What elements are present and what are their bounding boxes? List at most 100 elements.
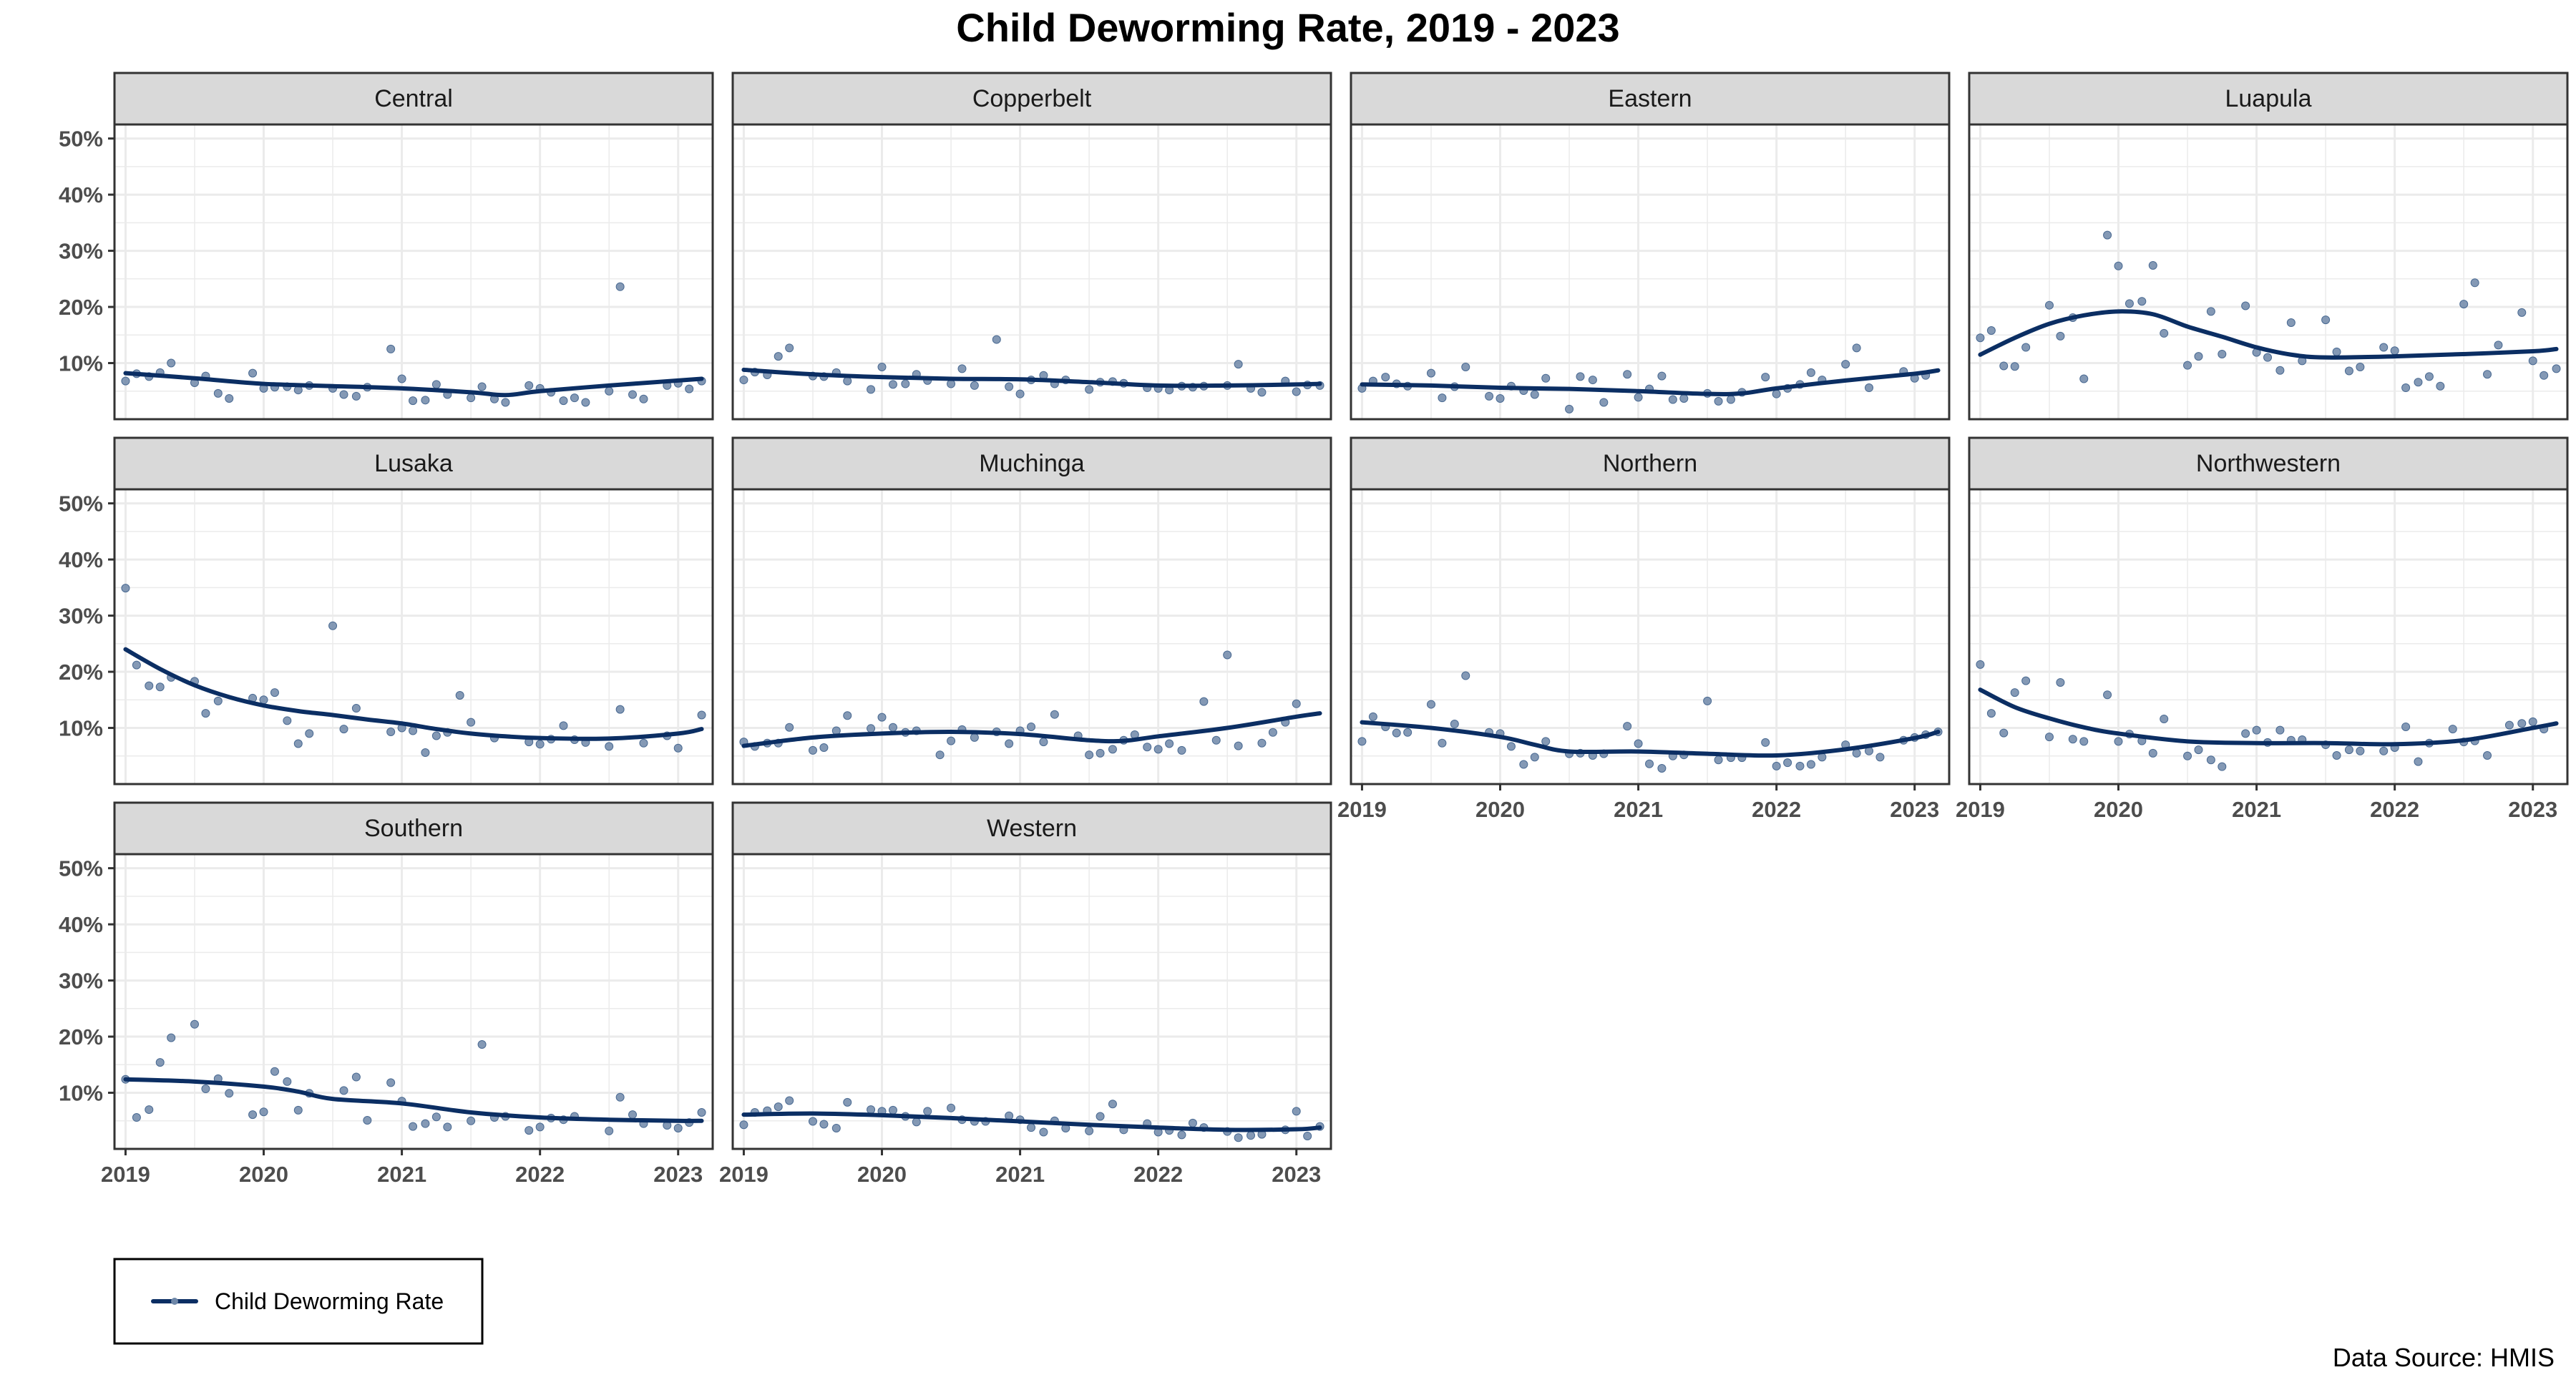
facet-copperbelt: Copperbelt — [731, 72, 1332, 421]
data-point — [155, 1058, 165, 1067]
data-point — [2344, 366, 2353, 376]
data-point — [421, 396, 430, 405]
data-point — [2390, 346, 2399, 356]
panel-border — [1350, 488, 1951, 785]
data-point — [1599, 398, 1609, 407]
data-point — [1292, 1107, 1301, 1116]
data-point — [2183, 361, 2192, 370]
data-point — [259, 695, 268, 705]
data-point — [888, 1105, 897, 1115]
data-point — [2137, 297, 2147, 306]
facet-northwestern: Northwestern 2019 2020 2021 2022 2023 — [1956, 436, 2569, 822]
data-point — [2356, 746, 2365, 755]
y-tick-label: 10% — [59, 716, 103, 741]
data-point — [2252, 725, 2261, 735]
data-point — [1177, 745, 1186, 755]
data-point — [1645, 759, 1654, 768]
trend-line — [123, 1077, 704, 1123]
data-point — [1165, 739, 1174, 748]
data-point — [2241, 301, 2250, 310]
data-point — [2218, 762, 2227, 771]
facet-strip-label: Western — [987, 815, 1077, 842]
data-point — [283, 1077, 292, 1086]
data-point — [2448, 725, 2457, 734]
data-point — [673, 1123, 683, 1132]
data-point — [2160, 714, 2169, 723]
data-point — [328, 621, 338, 630]
data-point — [605, 386, 614, 396]
x-tick-label: 2023 — [1890, 797, 1939, 822]
data-point — [1634, 393, 1643, 402]
data-point — [2552, 364, 2561, 373]
data-point — [501, 398, 510, 407]
data-point — [455, 691, 464, 700]
y-tick-label: 50% — [59, 491, 103, 517]
x-tick-label: 2019 — [719, 1162, 769, 1187]
facet-strip-label: Luapula — [2225, 85, 2311, 112]
data-point — [351, 1072, 361, 1082]
data-point — [1085, 385, 1094, 394]
data-point — [1530, 390, 1539, 399]
data-point — [2504, 720, 2514, 730]
x-tick-label: 2022 — [1133, 1162, 1183, 1187]
data-point — [1005, 1111, 1014, 1120]
facet-strip — [1350, 72, 1951, 126]
trend-line — [123, 371, 704, 398]
panel-border — [113, 853, 714, 1150]
data-point — [581, 398, 590, 407]
data-point — [992, 335, 1001, 344]
data-point — [431, 380, 441, 389]
data-point — [1005, 739, 1014, 748]
trend-line — [123, 647, 704, 741]
data-point — [1108, 745, 1117, 754]
data-point — [2021, 343, 2031, 352]
data-point — [1268, 728, 1277, 737]
data-point — [1506, 742, 1516, 751]
data-point — [2114, 737, 2123, 746]
data-point — [2218, 349, 2227, 358]
data-point — [1806, 760, 1815, 769]
data-point — [957, 364, 967, 373]
data-point — [2401, 722, 2411, 731]
x-tick-label: 2022 — [1752, 797, 1801, 822]
data-point — [2517, 719, 2527, 728]
facet-strip-label: Northwestern — [2196, 450, 2341, 477]
data-point — [363, 1115, 372, 1125]
x-tick-label: 2022 — [515, 1162, 565, 1187]
data-point — [2021, 676, 2031, 685]
facet-strip — [731, 801, 1332, 856]
data-point — [867, 385, 876, 394]
y-tick-label: 30% — [59, 604, 103, 629]
data-point — [305, 729, 314, 738]
x-tick-label: 2020 — [857, 1162, 907, 1187]
y-tick-label: 40% — [59, 182, 103, 207]
data-point — [2160, 328, 2169, 338]
data-point — [1027, 722, 1036, 731]
data-point — [190, 1019, 199, 1029]
data-point — [1403, 728, 1413, 737]
data-point — [2379, 746, 2389, 755]
data-point — [409, 396, 418, 406]
data-point — [2183, 751, 2192, 760]
data-point — [248, 1110, 258, 1120]
data-point — [808, 1117, 817, 1126]
data-point — [477, 382, 487, 391]
panel-border — [113, 488, 714, 785]
data-point — [1623, 370, 1632, 379]
data-point — [1438, 393, 1447, 403]
data-point — [1852, 343, 1861, 353]
data-point — [2241, 729, 2250, 738]
data-point — [421, 1119, 430, 1128]
data-point — [1357, 737, 1367, 746]
data-point — [1772, 389, 1781, 398]
data-point — [739, 1120, 748, 1130]
data-point — [2356, 363, 2365, 372]
data-point — [888, 723, 897, 732]
data-point — [467, 393, 476, 403]
panel-border — [113, 123, 714, 421]
data-point — [1199, 697, 1209, 706]
data-point — [121, 376, 130, 386]
data-point — [339, 725, 348, 734]
data-point — [167, 358, 176, 368]
